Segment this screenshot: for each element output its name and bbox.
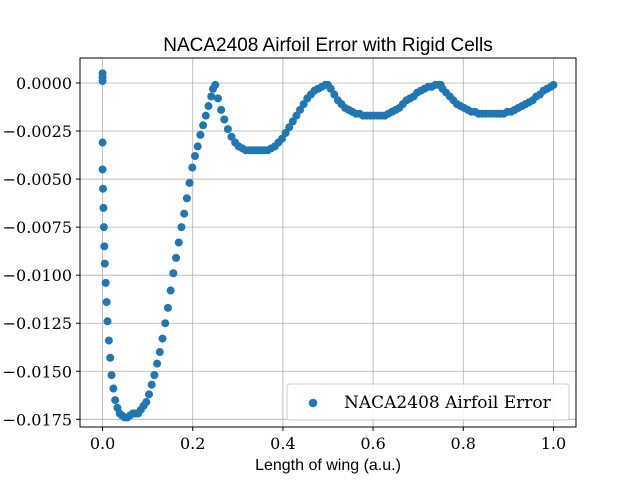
y-axis-ticks: 0.0000 −0.0025 −0.0050 −0.0075 −0.0100 −0.012… — [3, 74, 80, 429]
plot-area-frame — [79, 57, 577, 428]
data-point — [155, 348, 164, 357]
y-tick-label: −0.0025 — [3, 122, 72, 141]
data-point — [204, 102, 213, 111]
data-point — [201, 111, 210, 120]
x-tick-label: 0.6 — [360, 434, 385, 453]
y-tick-label: −0.0100 — [3, 266, 72, 285]
x-axis-ticks: 0.0 0.2 0.4 0.6 0.8 1.0 — [90, 427, 566, 453]
data-point — [217, 105, 226, 114]
data-point — [188, 163, 197, 172]
data-point — [100, 242, 109, 251]
data-point — [161, 319, 170, 328]
data-point — [196, 130, 205, 139]
data-point — [190, 152, 199, 161]
data-point — [100, 259, 109, 268]
data-point — [220, 115, 229, 124]
data-point — [99, 223, 108, 232]
data-point — [169, 269, 178, 278]
y-tick-label: −0.0050 — [3, 170, 72, 189]
data-point — [281, 128, 290, 137]
data-point — [101, 278, 110, 287]
data-point — [180, 209, 189, 218]
data-point — [207, 92, 216, 101]
data-point — [158, 334, 167, 343]
data-point — [150, 371, 159, 380]
y-tick-label: −0.0075 — [3, 218, 72, 237]
data-point — [326, 84, 335, 93]
data-point — [163, 303, 172, 312]
data-point — [288, 117, 297, 126]
data-point — [193, 142, 202, 151]
data-point — [142, 398, 151, 407]
data-point — [227, 132, 236, 141]
x-tick-label: 1.0 — [541, 434, 566, 453]
data-point — [172, 253, 181, 262]
data-point — [153, 359, 162, 368]
data-point — [296, 105, 305, 114]
data-point — [109, 384, 118, 393]
x-tick-label: 0.4 — [270, 434, 295, 453]
y-tick-label: 0.0000 — [16, 74, 72, 93]
data-point — [99, 184, 107, 193]
data-point — [144, 390, 153, 399]
data-point — [106, 353, 115, 362]
data-point — [182, 194, 191, 203]
y-tick-label: −0.0150 — [3, 362, 72, 381]
y-tick-label: −0.0175 — [3, 410, 72, 429]
data-point — [330, 90, 339, 99]
legend: NACA2408 Airfoil Error — [286, 383, 570, 421]
data-point — [147, 380, 156, 389]
x-axis-label: Length of wing (a.u.) — [255, 457, 401, 474]
data-point — [107, 371, 116, 380]
data-point — [102, 298, 111, 307]
data-point — [166, 286, 175, 295]
legend-label: NACA2408 Airfoil Error — [344, 393, 552, 413]
y-tick-label: −0.0125 — [3, 314, 72, 333]
legend-box — [286, 383, 570, 421]
data-point — [185, 178, 194, 187]
data-point — [213, 94, 222, 103]
data-point — [223, 125, 232, 134]
x-tick-label: 0.0 — [90, 434, 115, 453]
data-point — [174, 238, 183, 247]
data-point — [278, 134, 287, 143]
data-point — [199, 121, 208, 130]
data-point — [99, 203, 108, 212]
data-point — [103, 317, 112, 326]
chart-title: NACA2408 Airfoil Error with Rigid Cells — [163, 35, 492, 56]
data-point — [285, 123, 294, 132]
data-point — [177, 223, 186, 232]
x-tick-label: 0.8 — [451, 434, 476, 453]
data-point — [211, 80, 220, 89]
data-point — [549, 80, 558, 89]
data-point — [292, 111, 301, 120]
data-point — [299, 100, 308, 109]
x-tick-label: 0.2 — [180, 434, 205, 453]
data-point — [98, 77, 107, 86]
legend-marker — [308, 398, 318, 408]
data-point — [98, 165, 107, 174]
data-point — [98, 138, 107, 147]
data-points — [98, 69, 558, 422]
data-point — [111, 396, 120, 405]
data-point — [104, 336, 113, 345]
